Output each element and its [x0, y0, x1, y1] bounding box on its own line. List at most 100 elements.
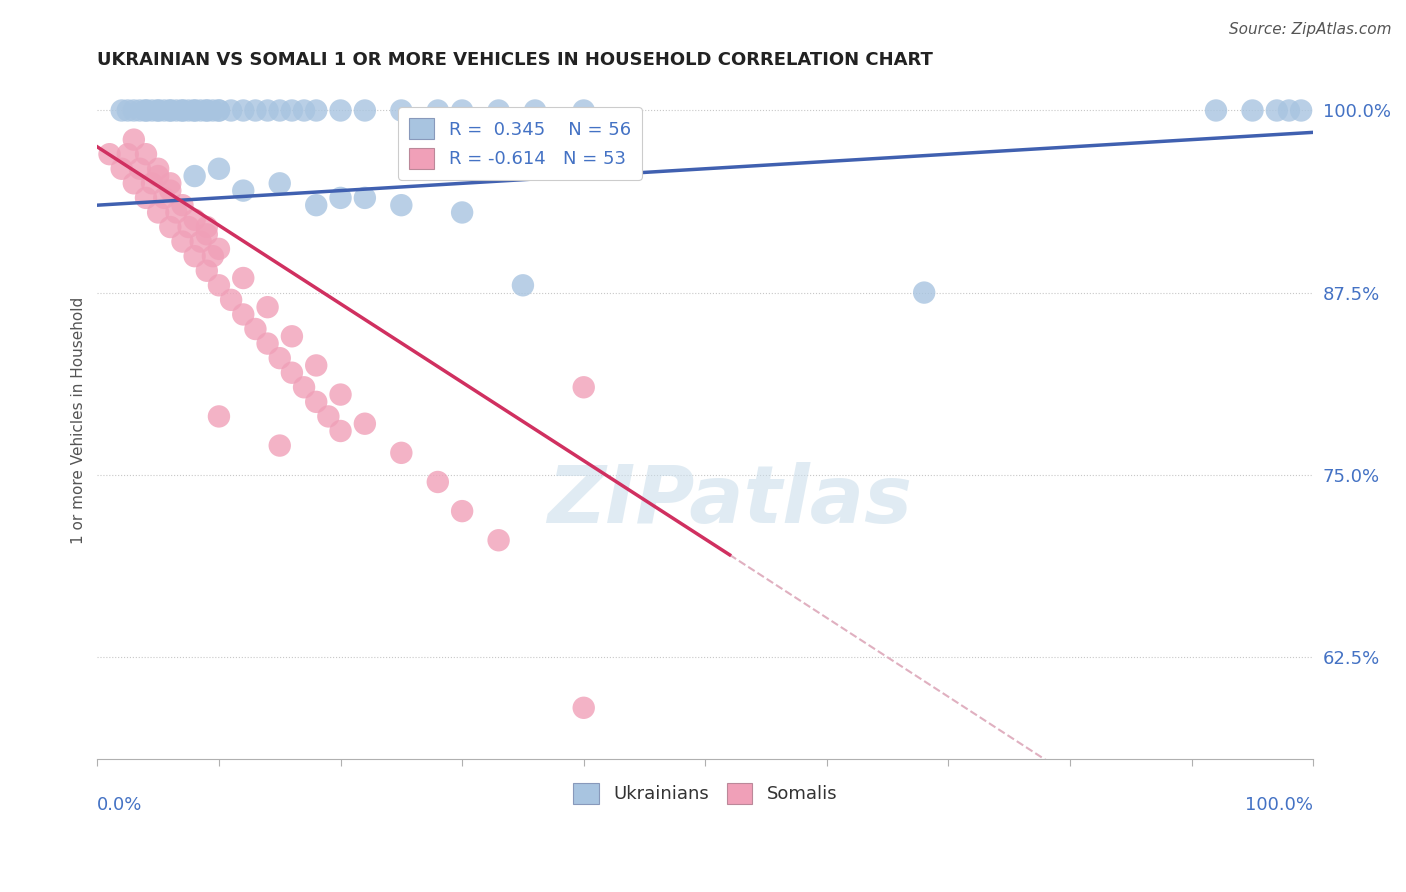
Point — [190, 103, 212, 118]
Point — [281, 366, 304, 380]
Text: 100.0%: 100.0% — [1246, 796, 1313, 814]
Point — [183, 103, 205, 118]
Point — [172, 103, 194, 118]
Text: UKRAINIAN VS SOMALI 1 OR MORE VEHICLES IN HOUSEHOLD CORRELATION CHART: UKRAINIAN VS SOMALI 1 OR MORE VEHICLES I… — [97, 51, 934, 69]
Point — [329, 191, 352, 205]
Point — [426, 475, 449, 489]
Point — [135, 103, 157, 118]
Point — [256, 103, 278, 118]
Point — [195, 103, 218, 118]
Point — [159, 184, 181, 198]
Point — [912, 285, 935, 300]
Point — [117, 147, 139, 161]
Point — [146, 103, 169, 118]
Point — [122, 133, 145, 147]
Point — [165, 103, 187, 118]
Point — [1265, 103, 1288, 118]
Point — [208, 103, 231, 118]
Point — [524, 103, 547, 118]
Point — [201, 103, 224, 118]
Point — [146, 205, 169, 219]
Point — [451, 504, 474, 518]
Point — [572, 380, 595, 394]
Point — [183, 169, 205, 183]
Point — [389, 103, 412, 118]
Point — [232, 184, 254, 198]
Point — [177, 220, 200, 235]
Point — [208, 278, 231, 293]
Point — [353, 191, 375, 205]
Point — [195, 227, 218, 242]
Point — [153, 191, 176, 205]
Point — [122, 177, 145, 191]
Point — [269, 439, 291, 453]
Point — [183, 249, 205, 263]
Point — [329, 424, 352, 438]
Point — [153, 103, 176, 118]
Point — [329, 103, 352, 118]
Point — [426, 103, 449, 118]
Point — [305, 103, 328, 118]
Point — [305, 198, 328, 212]
Point — [219, 103, 242, 118]
Point — [135, 147, 157, 161]
Point — [195, 103, 218, 118]
Point — [141, 103, 163, 118]
Point — [1205, 103, 1227, 118]
Point — [292, 380, 315, 394]
Point — [219, 293, 242, 307]
Point — [232, 308, 254, 322]
Point — [389, 198, 412, 212]
Point — [195, 264, 218, 278]
Point — [281, 103, 304, 118]
Point — [353, 417, 375, 431]
Point — [572, 700, 595, 714]
Point — [98, 147, 121, 161]
Point — [269, 351, 291, 366]
Point — [1289, 103, 1312, 118]
Point — [389, 446, 412, 460]
Point — [353, 103, 375, 118]
Point — [159, 103, 181, 118]
Point — [232, 271, 254, 285]
Text: ZIPatlas: ZIPatlas — [547, 462, 912, 541]
Point — [245, 322, 267, 336]
Point — [146, 103, 169, 118]
Point — [135, 191, 157, 205]
Point — [172, 103, 194, 118]
Point — [488, 103, 510, 118]
Point — [172, 235, 194, 249]
Point — [159, 220, 181, 235]
Point — [141, 177, 163, 191]
Point — [177, 103, 200, 118]
Point — [117, 103, 139, 118]
Point — [146, 161, 169, 176]
Point — [146, 169, 169, 183]
Point — [245, 103, 267, 118]
Point — [1241, 103, 1264, 118]
Point — [159, 103, 181, 118]
Point — [122, 103, 145, 118]
Point — [305, 395, 328, 409]
Point — [572, 103, 595, 118]
Point — [111, 103, 134, 118]
Point — [451, 103, 474, 118]
Point — [183, 103, 205, 118]
Point — [488, 533, 510, 548]
Point — [201, 249, 224, 263]
Point — [329, 387, 352, 401]
Point — [159, 177, 181, 191]
Point — [512, 278, 534, 293]
Point — [269, 177, 291, 191]
Point — [190, 235, 212, 249]
Point — [111, 161, 134, 176]
Point — [183, 212, 205, 227]
Point — [208, 409, 231, 424]
Point — [1278, 103, 1301, 118]
Point — [281, 329, 304, 343]
Point — [195, 220, 218, 235]
Text: 0.0%: 0.0% — [97, 796, 143, 814]
Point — [135, 103, 157, 118]
Point — [129, 103, 152, 118]
Text: Source: ZipAtlas.com: Source: ZipAtlas.com — [1229, 22, 1392, 37]
